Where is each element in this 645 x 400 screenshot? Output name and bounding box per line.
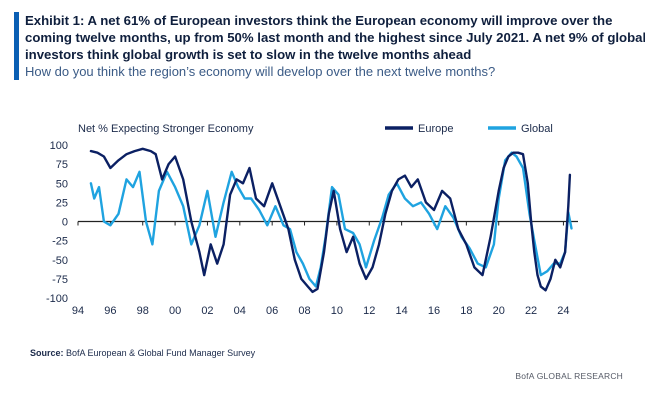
y-tick-label: -25 xyxy=(52,236,68,248)
x-tick-label: 06 xyxy=(266,305,278,317)
legend-label-europe: Europe xyxy=(418,123,453,135)
y-tick-label: 50 xyxy=(56,178,68,190)
x-tick-label: 02 xyxy=(201,305,213,317)
y-tick-label: 75 xyxy=(56,159,68,171)
x-tick-label: 24 xyxy=(557,305,569,317)
x-tick-label: 08 xyxy=(298,305,310,317)
y-axis-label: Net % Expecting Stronger Economy xyxy=(78,123,254,135)
x-tick-label: 20 xyxy=(493,305,505,317)
brand-label: BofA GLOBAL RESEARCH xyxy=(515,371,623,381)
y-tick-label: -50 xyxy=(52,255,68,267)
x-tick-label: 18 xyxy=(460,305,472,317)
y-tick-label: -75 xyxy=(52,274,68,286)
source-label: Source: xyxy=(30,348,64,358)
x-tick-label: 16 xyxy=(428,305,440,317)
exhibit-subtitle: How do you think the region’s economy wi… xyxy=(25,64,496,79)
series-line-europe xyxy=(89,147,572,294)
x-tick-label: 96 xyxy=(104,305,116,317)
series-line-global xyxy=(89,151,573,288)
y-tick-label: 100 xyxy=(50,140,68,152)
exhibit-title: Exhibit 1: A net 61% of European investo… xyxy=(25,13,645,62)
x-tick-label: 04 xyxy=(234,305,246,317)
x-tick-label: 14 xyxy=(395,305,407,317)
x-tick-label: 22 xyxy=(525,305,537,317)
y-tick-label: 0 xyxy=(62,217,68,229)
x-tick-label: 00 xyxy=(169,305,181,317)
y-tick-label: 25 xyxy=(56,197,68,209)
source-text: BofA European & Global Fund Manager Surv… xyxy=(66,348,256,358)
line-chart: Net % Expecting Stronger Economy10075502… xyxy=(46,123,578,317)
x-tick-label: 12 xyxy=(363,305,375,317)
x-tick-label: 94 xyxy=(72,305,84,317)
x-tick-label: 10 xyxy=(331,305,343,317)
source-note: Source: BofA European & Global Fund Mana… xyxy=(30,348,255,358)
y-tick-label: -100 xyxy=(46,293,68,305)
x-tick-label: 98 xyxy=(137,305,149,317)
exhibit-header: Exhibit 1: A net 61% of European investo… xyxy=(14,12,645,80)
legend-label-global: Global xyxy=(521,123,553,135)
